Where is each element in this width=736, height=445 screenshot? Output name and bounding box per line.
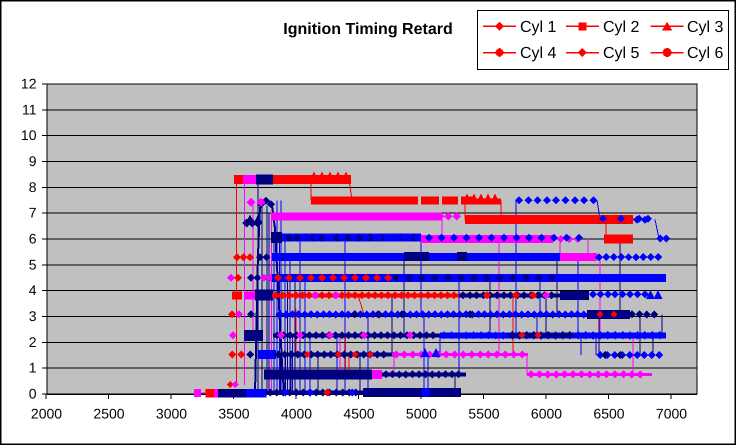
svg-text:2000: 2000 — [31, 406, 62, 422]
svg-text:Cyl 2: Cyl 2 — [603, 19, 640, 36]
svg-text:11: 11 — [22, 101, 37, 117]
svg-text:2: 2 — [29, 334, 37, 350]
svg-text:Cyl 4: Cyl 4 — [520, 45, 557, 62]
svg-text:12: 12 — [21, 76, 37, 92]
svg-text:6000: 6000 — [531, 406, 562, 422]
svg-text:Cyl 6: Cyl 6 — [687, 45, 724, 62]
svg-text:3: 3 — [29, 308, 37, 324]
svg-text:Cyl 5: Cyl 5 — [603, 45, 640, 62]
svg-text:0: 0 — [29, 386, 37, 402]
svg-text:9: 9 — [29, 153, 37, 169]
svg-text:5000: 5000 — [406, 406, 437, 422]
svg-text:8: 8 — [29, 179, 37, 195]
svg-text:7000: 7000 — [656, 406, 687, 422]
svg-text:6: 6 — [29, 231, 37, 247]
svg-text:4: 4 — [29, 282, 37, 298]
svg-text:6500: 6500 — [593, 406, 624, 422]
svg-text:10: 10 — [21, 127, 37, 143]
svg-text:5500: 5500 — [468, 406, 499, 422]
svg-text:1: 1 — [29, 360, 37, 376]
svg-text:3500: 3500 — [218, 406, 249, 422]
svg-text:3000: 3000 — [156, 406, 187, 422]
svg-text:2500: 2500 — [93, 406, 124, 422]
svg-text:7: 7 — [29, 205, 37, 221]
svg-text:5: 5 — [29, 256, 37, 272]
svg-text:4000: 4000 — [281, 406, 312, 422]
svg-text:Cyl 3: Cyl 3 — [687, 19, 724, 36]
svg-text:Cyl 1: Cyl 1 — [520, 19, 557, 36]
svg-text:Ignition Timing Retard: Ignition Timing Retard — [283, 21, 452, 38]
svg-text:4500: 4500 — [343, 406, 374, 422]
